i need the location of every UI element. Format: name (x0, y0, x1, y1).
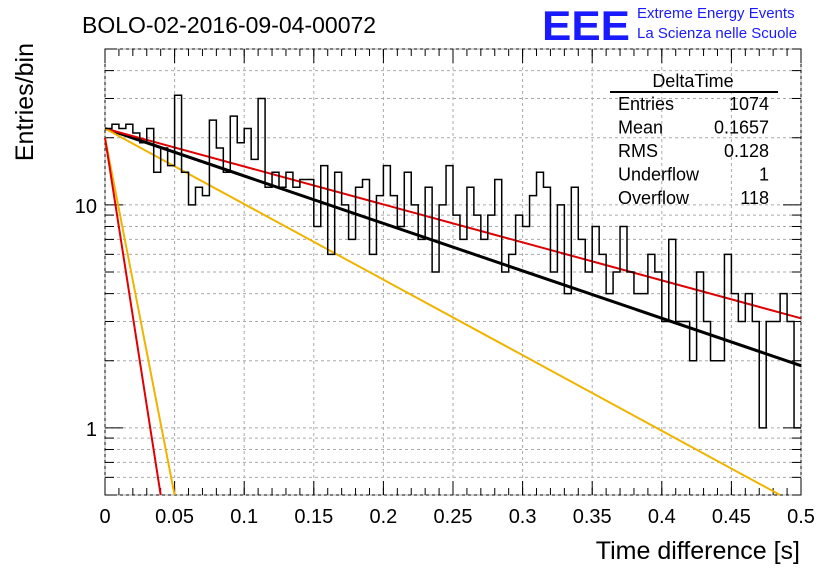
x-tick-label: 0.5 (787, 506, 815, 528)
eee-logo: EEE Extreme Energy Events La Scienza nel… (542, 2, 797, 49)
logo-line-2: La Scienza nelle Scuole (637, 25, 797, 42)
fit-line (104, 137, 162, 496)
fit-line (104, 137, 176, 496)
y-tick-label: 1 (86, 419, 97, 441)
fit-line (104, 127, 781, 496)
x-tick-label: 0.1 (230, 506, 258, 528)
x-axis-title: Time difference [s] (596, 537, 800, 565)
stats-value: 0.1657 (714, 118, 769, 138)
x-tick-label: 0.35 (573, 506, 612, 528)
stats-label: Overflow (618, 188, 690, 208)
stats-box: DeltaTime Entries 1074 Mean 0.1657 RMS 0.128 U… (610, 71, 778, 208)
x-tick-label: 0.45 (712, 506, 751, 528)
stats-label: Entries (618, 94, 674, 114)
y-tick-label: 10 (75, 196, 97, 218)
x-tick-labels: 0 0.05 0.1 0.15 0.2 0.25 0.3 0.35 0.4 0.45 0.5 (99, 506, 814, 528)
x-tick-label: 0.3 (509, 506, 537, 528)
logo-line-1: Extreme Energy Events (637, 5, 795, 22)
x-tick-label: 0.2 (369, 506, 397, 528)
stats-value: 0.128 (724, 141, 769, 161)
stats-label: Underflow (618, 165, 700, 185)
x-tick-label: 0.25 (434, 506, 473, 528)
histogram-series (105, 94, 801, 429)
chart-title: BOLO-02-2016-09-04-00072 (82, 12, 376, 38)
stats-box-title: DeltaTime (652, 71, 733, 91)
logo-letters: EEE (542, 2, 630, 49)
x-tick-label: 0.15 (294, 506, 333, 528)
stats-label: Mean (618, 118, 663, 138)
fit-line (104, 127, 802, 368)
stats-value: 1074 (729, 94, 769, 114)
x-tick-label: 0.05 (155, 506, 194, 528)
grid-lines (104, 48, 802, 496)
stats-label: RMS (618, 141, 658, 161)
x-tick-label: 0 (99, 506, 110, 528)
y-tick-labels: 1 10 (75, 196, 97, 441)
stats-value: 118 (740, 188, 769, 208)
fit-lines (104, 127, 802, 496)
y-axis-title: Entries/bin (11, 43, 39, 161)
fit-line (104, 127, 802, 320)
axis-ticks (104, 48, 802, 496)
stats-value: 1 (759, 165, 769, 185)
x-tick-label: 0.4 (648, 506, 676, 528)
